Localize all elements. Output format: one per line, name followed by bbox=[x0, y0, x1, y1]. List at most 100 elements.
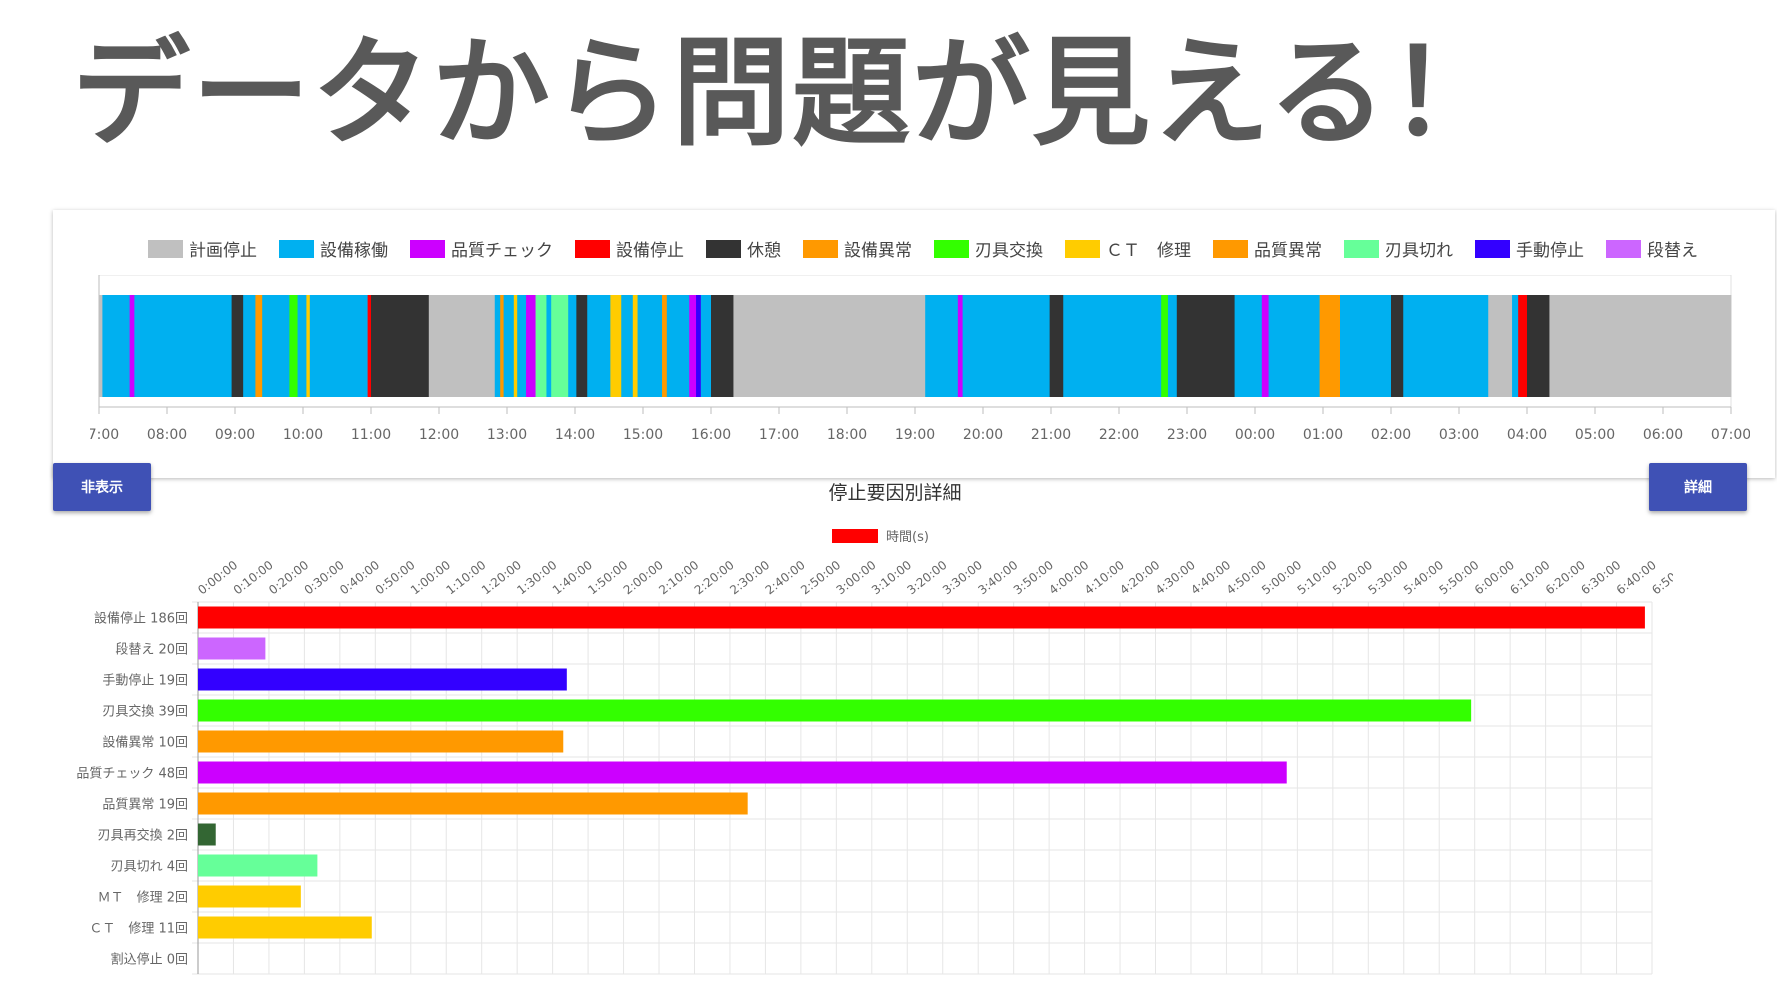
timeline-segment[interactable] bbox=[925, 295, 959, 397]
timeline-segment[interactable] bbox=[1261, 295, 1269, 397]
timeline-segment[interactable] bbox=[517, 295, 527, 397]
timeline-segment[interactable] bbox=[500, 295, 504, 397]
timeline-segment[interactable] bbox=[1268, 295, 1320, 397]
timeline-segment[interactable] bbox=[957, 295, 963, 397]
timeline-segment[interactable] bbox=[587, 295, 611, 397]
timeline-segment[interactable] bbox=[546, 295, 552, 397]
bar-3[interactable] bbox=[198, 699, 1472, 722]
timeline-segment[interactable] bbox=[535, 295, 547, 397]
timeline-segment[interactable] bbox=[309, 295, 368, 397]
timeline-segment[interactable] bbox=[610, 295, 622, 397]
timeline-segment[interactable] bbox=[129, 295, 135, 397]
timeline-segment[interactable] bbox=[297, 295, 307, 397]
timeline-segment[interactable] bbox=[568, 295, 577, 397]
timeline-tick-label: 09:00 bbox=[215, 427, 255, 443]
legend-item[interactable]: 設備停止 bbox=[575, 236, 684, 261]
legend-item[interactable]: 休憩 bbox=[706, 236, 781, 261]
legend-swatch bbox=[575, 239, 610, 258]
timeline-segment[interactable] bbox=[428, 295, 496, 397]
timeline-segment[interactable] bbox=[1319, 295, 1341, 397]
timeline-segment[interactable] bbox=[700, 295, 712, 397]
timeline-segment[interactable] bbox=[621, 295, 634, 397]
timeline-segment[interactable] bbox=[1234, 295, 1263, 397]
legend-label: 品質異常 bbox=[1254, 241, 1322, 261]
timeline-segment[interactable] bbox=[1049, 295, 1064, 397]
timeline-segment[interactable] bbox=[371, 295, 430, 397]
bar-0[interactable] bbox=[198, 606, 1645, 629]
timeline-segment[interactable] bbox=[662, 295, 668, 397]
legend-label: 段替え bbox=[1647, 241, 1698, 261]
timeline-segment[interactable] bbox=[1167, 295, 1178, 397]
bar-8[interactable] bbox=[198, 854, 318, 877]
timeline-segment[interactable] bbox=[1527, 295, 1550, 397]
bar-6[interactable] bbox=[198, 792, 748, 815]
timeline-segment[interactable] bbox=[526, 295, 536, 397]
legend-item[interactable]: 品質異常 bbox=[1213, 236, 1322, 261]
timeline-segment[interactable] bbox=[1161, 295, 1169, 397]
timeline-segment[interactable] bbox=[494, 295, 501, 397]
legend-swatch bbox=[1606, 239, 1641, 258]
bar-1[interactable] bbox=[198, 637, 266, 660]
bar-2[interactable] bbox=[198, 668, 567, 691]
timeline-segment[interactable] bbox=[1176, 295, 1235, 397]
timeline-segment[interactable] bbox=[689, 295, 697, 397]
bar-5[interactable] bbox=[198, 761, 1287, 784]
bar-chart-legend[interactable]: 時間(s) bbox=[832, 526, 929, 545]
timeline-segment[interactable] bbox=[551, 295, 569, 397]
stop-factor-bar-chart: 0:00:000:10:000:20:000:30:000:40:000:50:… bbox=[76, 558, 1673, 975]
legend-item[interactable]: 品質チェック bbox=[410, 236, 553, 261]
legend-item[interactable]: 設備稼働 bbox=[279, 236, 388, 261]
timeline-segment[interactable] bbox=[1403, 295, 1489, 397]
timeline-segment[interactable] bbox=[632, 295, 638, 397]
legend-item[interactable]: 計画停止 bbox=[148, 236, 257, 261]
hide-button[interactable]: 非表示 bbox=[53, 463, 151, 511]
timeline-segment[interactable] bbox=[255, 295, 263, 397]
timeline-segment[interactable] bbox=[1512, 295, 1519, 397]
timeline-segment[interactable] bbox=[576, 295, 588, 397]
timeline-segment[interactable] bbox=[962, 295, 1051, 397]
legend-item[interactable]: 手動停止 bbox=[1475, 236, 1584, 261]
timeline-segment[interactable] bbox=[134, 295, 232, 397]
bar-9[interactable] bbox=[198, 885, 301, 908]
timeline-segment[interactable] bbox=[711, 295, 734, 397]
legend-swatch bbox=[934, 239, 969, 258]
legend-item[interactable]: 段替え bbox=[1606, 236, 1698, 261]
timeline-tick-label: 13:00 bbox=[487, 427, 527, 443]
timeline-segment[interactable] bbox=[289, 295, 298, 397]
timeline-segment[interactable] bbox=[696, 295, 702, 397]
timeline-segment[interactable] bbox=[1063, 295, 1162, 397]
legend-item[interactable]: 設備異常 bbox=[803, 236, 912, 261]
timeline-segment[interactable] bbox=[1391, 295, 1404, 397]
bar-7[interactable] bbox=[198, 823, 216, 846]
timeline-segment[interactable] bbox=[513, 295, 518, 397]
timeline-segment[interactable] bbox=[99, 295, 103, 397]
page-headline: データから問題が見える！ bbox=[72, 24, 1509, 162]
legend-item[interactable]: 刃具切れ bbox=[1344, 236, 1453, 261]
bar-category-label: ＣＴ 修理 11回 bbox=[89, 922, 188, 937]
timeline-segment[interactable] bbox=[1518, 295, 1528, 397]
timeline-segment[interactable] bbox=[306, 295, 311, 397]
legend-item[interactable]: ＣＴ 修理 bbox=[1065, 236, 1191, 261]
timeline-segment[interactable] bbox=[1340, 295, 1392, 397]
timeline-segment[interactable] bbox=[733, 295, 926, 397]
timeline-segment[interactable] bbox=[503, 295, 515, 397]
timeline-segment[interactable] bbox=[666, 295, 690, 397]
timeline-segment[interactable] bbox=[1488, 295, 1513, 397]
bar-4[interactable] bbox=[198, 730, 564, 753]
bar-chart-title: 停止要因別詳細 bbox=[828, 482, 962, 504]
timeline-segment[interactable] bbox=[1549, 295, 1732, 397]
timeline-segment[interactable] bbox=[231, 295, 244, 397]
bar-10[interactable] bbox=[198, 916, 372, 939]
timeline-segment[interactable] bbox=[243, 295, 256, 397]
detail-button[interactable]: 詳細 bbox=[1649, 463, 1747, 511]
timeline-segment[interactable] bbox=[262, 295, 290, 397]
timeline-segment[interactable] bbox=[102, 295, 130, 397]
legend-item[interactable]: 刃具交換 bbox=[934, 236, 1043, 261]
timeline-tick-label: 02:00 bbox=[1371, 427, 1411, 443]
timeline-chart: 07:00 08:00 09:00 10:00 11:00 12:00 13:00 14:00… bbox=[90, 275, 1750, 443]
timeline-segment[interactable] bbox=[367, 295, 372, 397]
timeline-segment[interactable] bbox=[637, 295, 663, 397]
legend-label: 計画停止 bbox=[189, 241, 257, 261]
legend-swatch bbox=[410, 239, 445, 258]
timeline-tick-label: 21:00 bbox=[1031, 427, 1071, 443]
